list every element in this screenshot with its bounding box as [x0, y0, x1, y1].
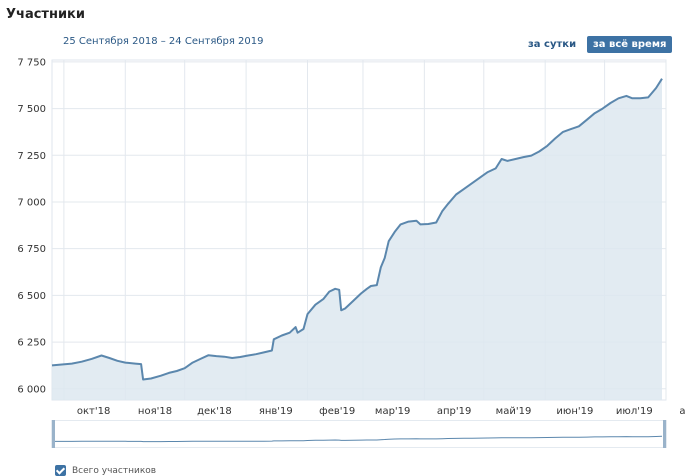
members-area	[52, 78, 662, 400]
y-tick-label: 6 250	[17, 338, 46, 349]
legend-label: Всего участников	[72, 465, 157, 476]
x-tick-label: дек'18	[197, 406, 232, 417]
x-tick-label: июн'19	[556, 406, 593, 417]
y-tick-label: 7 250	[17, 151, 46, 162]
y-tick-label: 7 750	[17, 57, 46, 68]
x-axis: окт'18 ноя'18 дек'18 янв'19 фев'19 мар'19 апр'…	[77, 406, 685, 417]
legend: Всего участников	[55, 465, 156, 476]
x-tick-label: июл'19	[616, 406, 653, 417]
legend-checkbox[interactable]	[55, 465, 66, 476]
page-title: Участники	[6, 7, 85, 22]
y-tick-label: 6 750	[17, 244, 46, 255]
x-tick-label: мар'19	[375, 406, 411, 417]
y-tick-label: 6 000	[17, 384, 46, 395]
x-tick-label: апр'19	[437, 406, 472, 417]
range-navigator[interactable]	[0, 420, 685, 448]
period-day-button[interactable]: за сутки	[528, 39, 577, 50]
navigator-frame	[51, 420, 667, 448]
members-chart[interactable]: 6 000 6 250 6 500 6 750 7 000 7 250 7 500 7 750…	[0, 52, 685, 420]
navigator-left-handle[interactable]	[52, 420, 55, 448]
x-tick-label: окт'18	[77, 406, 110, 417]
x-tick-label: янв'19	[259, 406, 293, 417]
navigator-right-handle[interactable]	[663, 420, 666, 448]
period-all-button[interactable]: за всё время	[587, 36, 673, 53]
navigator-line	[52, 435, 663, 443]
y-tick-label: 6 500	[17, 291, 46, 302]
x-tick-label: ноя'18	[138, 406, 172, 417]
members-line	[51, 78, 663, 381]
y-axis: 6 000 6 250 6 500 6 750 7 000 7 250 7 500 7 750	[17, 57, 46, 395]
y-tick-label: 7 000	[17, 197, 46, 208]
x-tick-label: фев'19	[319, 406, 355, 417]
x-tick-label: май'19	[496, 406, 532, 417]
y-tick-label: 7 500	[17, 104, 46, 115]
date-range[interactable]: 25 Сентября 2018 – 24 Сентября 2019	[63, 36, 264, 47]
x-tick-label: авг'19	[679, 406, 685, 417]
